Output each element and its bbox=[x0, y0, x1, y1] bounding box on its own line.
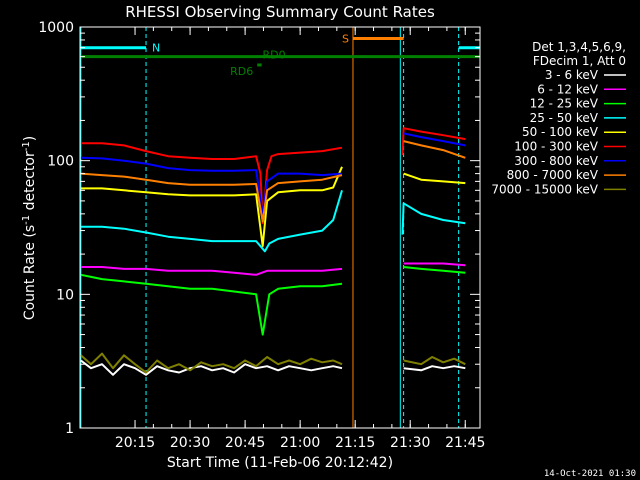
x-tick-label: 20:15 bbox=[115, 435, 155, 451]
series-line bbox=[80, 273, 343, 336]
y-axis-label-sup2: -1 bbox=[21, 141, 32, 151]
y-axis-label: Count Rate (s-1 detector-1) bbox=[21, 136, 38, 320]
x-tick-label: 21:45 bbox=[445, 435, 485, 451]
series-line bbox=[403, 262, 466, 267]
series-line bbox=[80, 166, 343, 247]
legend-entry-label: 100 - 300 keV bbox=[514, 140, 598, 154]
series-line bbox=[403, 365, 466, 372]
chart-title: RHESSI Observing Summary Count Rates bbox=[125, 3, 435, 21]
legend-entry-label: 25 - 50 keV bbox=[530, 111, 599, 125]
series-line bbox=[401, 202, 466, 235]
legend-entry-label: 6 - 12 keV bbox=[537, 82, 599, 96]
x-tick-label: 21:00 bbox=[280, 435, 320, 451]
x-tick-label: 21:15 bbox=[335, 435, 375, 451]
legend-entry-label: 50 - 100 keV bbox=[522, 125, 599, 139]
y-axis-label-sup1: -1 bbox=[21, 215, 32, 225]
series-line bbox=[80, 172, 343, 223]
plot-area: N S RD0 RD6 bbox=[80, 27, 480, 428]
series-line bbox=[80, 156, 343, 215]
series-line bbox=[80, 352, 343, 374]
legend-entry-label: 300 - 800 keV bbox=[514, 154, 598, 168]
series-line bbox=[401, 127, 466, 156]
series-line bbox=[80, 190, 343, 253]
legend: Det 1,3,4,5,6,9, FDecim 1, Att 0 3 - 6 k… bbox=[491, 40, 626, 196]
x-axis: 20:15 20:30 20:45 21:00 21:15 21:30 21:45 bbox=[115, 27, 485, 451]
y-axis: 1 10 100 1000 bbox=[38, 20, 480, 437]
y-tick-label: 10 bbox=[56, 287, 74, 303]
series-line bbox=[403, 266, 466, 274]
footer-timestamp: 14-Oct-2021 01:30 bbox=[544, 469, 636, 479]
plot-frame bbox=[79, 26, 481, 429]
flag-label: RD6 bbox=[230, 65, 253, 78]
y-axis-label-mid: detector bbox=[22, 151, 38, 215]
series-line bbox=[80, 142, 343, 225]
flag-label: S bbox=[342, 33, 349, 46]
x-tick-label: 21:30 bbox=[390, 435, 430, 451]
legend-header-line-2: FDecim 1, Att 0 bbox=[533, 54, 626, 68]
x-tick-label: 20:45 bbox=[225, 435, 265, 451]
x-tick-label: 20:30 bbox=[170, 435, 210, 451]
legend-entry-label: 800 - 7000 keV bbox=[507, 168, 599, 182]
series-line bbox=[80, 266, 343, 276]
y-axis-label-end: ) bbox=[22, 136, 38, 141]
legend-entry-label: 7000 - 15000 keV bbox=[491, 182, 598, 196]
x-axis-label: Start Time (11-Feb-06 20:12:42) bbox=[167, 455, 393, 471]
series-line bbox=[403, 140, 466, 159]
series-line bbox=[403, 132, 466, 147]
flag-label: N bbox=[152, 42, 160, 55]
series-line bbox=[403, 356, 466, 366]
y-tick-label: 1000 bbox=[38, 20, 74, 36]
legend-entry-label: 3 - 6 keV bbox=[545, 68, 599, 82]
legend-entry-label: 12 - 25 keV bbox=[530, 97, 599, 111]
y-tick-label: 1 bbox=[65, 421, 74, 437]
y-tick-label: 100 bbox=[47, 154, 74, 170]
legend-header-line-1: Det 1,3,4,5,6,9, bbox=[532, 40, 626, 54]
series-line bbox=[80, 359, 343, 376]
y-axis-label-main: Count Rate (s bbox=[22, 225, 38, 320]
flag-label: RD0 bbox=[263, 49, 286, 62]
series-line bbox=[403, 172, 466, 185]
